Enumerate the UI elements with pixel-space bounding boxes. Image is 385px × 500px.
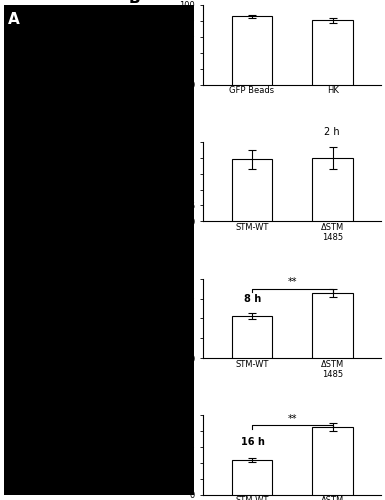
Y-axis label: % Colocalization: % Colocalization — [167, 10, 176, 80]
Bar — [231, 160, 272, 222]
Text: **: ** — [288, 277, 297, 287]
Bar — [312, 158, 353, 222]
Y-axis label: % Colocalization: % Colocalization — [172, 420, 181, 490]
Text: 8 h: 8 h — [244, 294, 262, 304]
Bar — [231, 460, 272, 495]
Text: **: ** — [288, 414, 297, 424]
Text: 2 h: 2 h — [323, 127, 339, 137]
Bar — [312, 426, 353, 495]
Y-axis label: % Colocalization: % Colocalization — [172, 284, 181, 353]
Text: B: B — [129, 0, 140, 6]
Y-axis label: % Colocalization: % Colocalization — [172, 147, 182, 216]
Bar — [312, 292, 353, 358]
Bar — [312, 20, 353, 84]
Bar — [231, 16, 272, 84]
Bar — [231, 316, 272, 358]
Text: 16 h: 16 h — [241, 438, 265, 448]
Text: A: A — [8, 12, 19, 28]
